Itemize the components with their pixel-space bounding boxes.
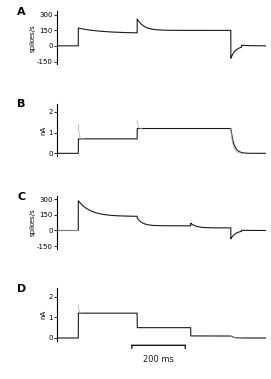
Text: 200 ms: 200 ms [143,355,174,364]
Text: C: C [17,192,25,202]
Text: D: D [17,284,27,294]
Text: A: A [17,7,26,17]
Text: B: B [17,99,26,110]
Y-axis label: spikes/s: spikes/s [30,24,36,52]
Y-axis label: nA: nA [41,310,47,319]
Y-axis label: nA: nA [41,125,47,135]
Y-axis label: spikes/s: spikes/s [30,208,36,236]
